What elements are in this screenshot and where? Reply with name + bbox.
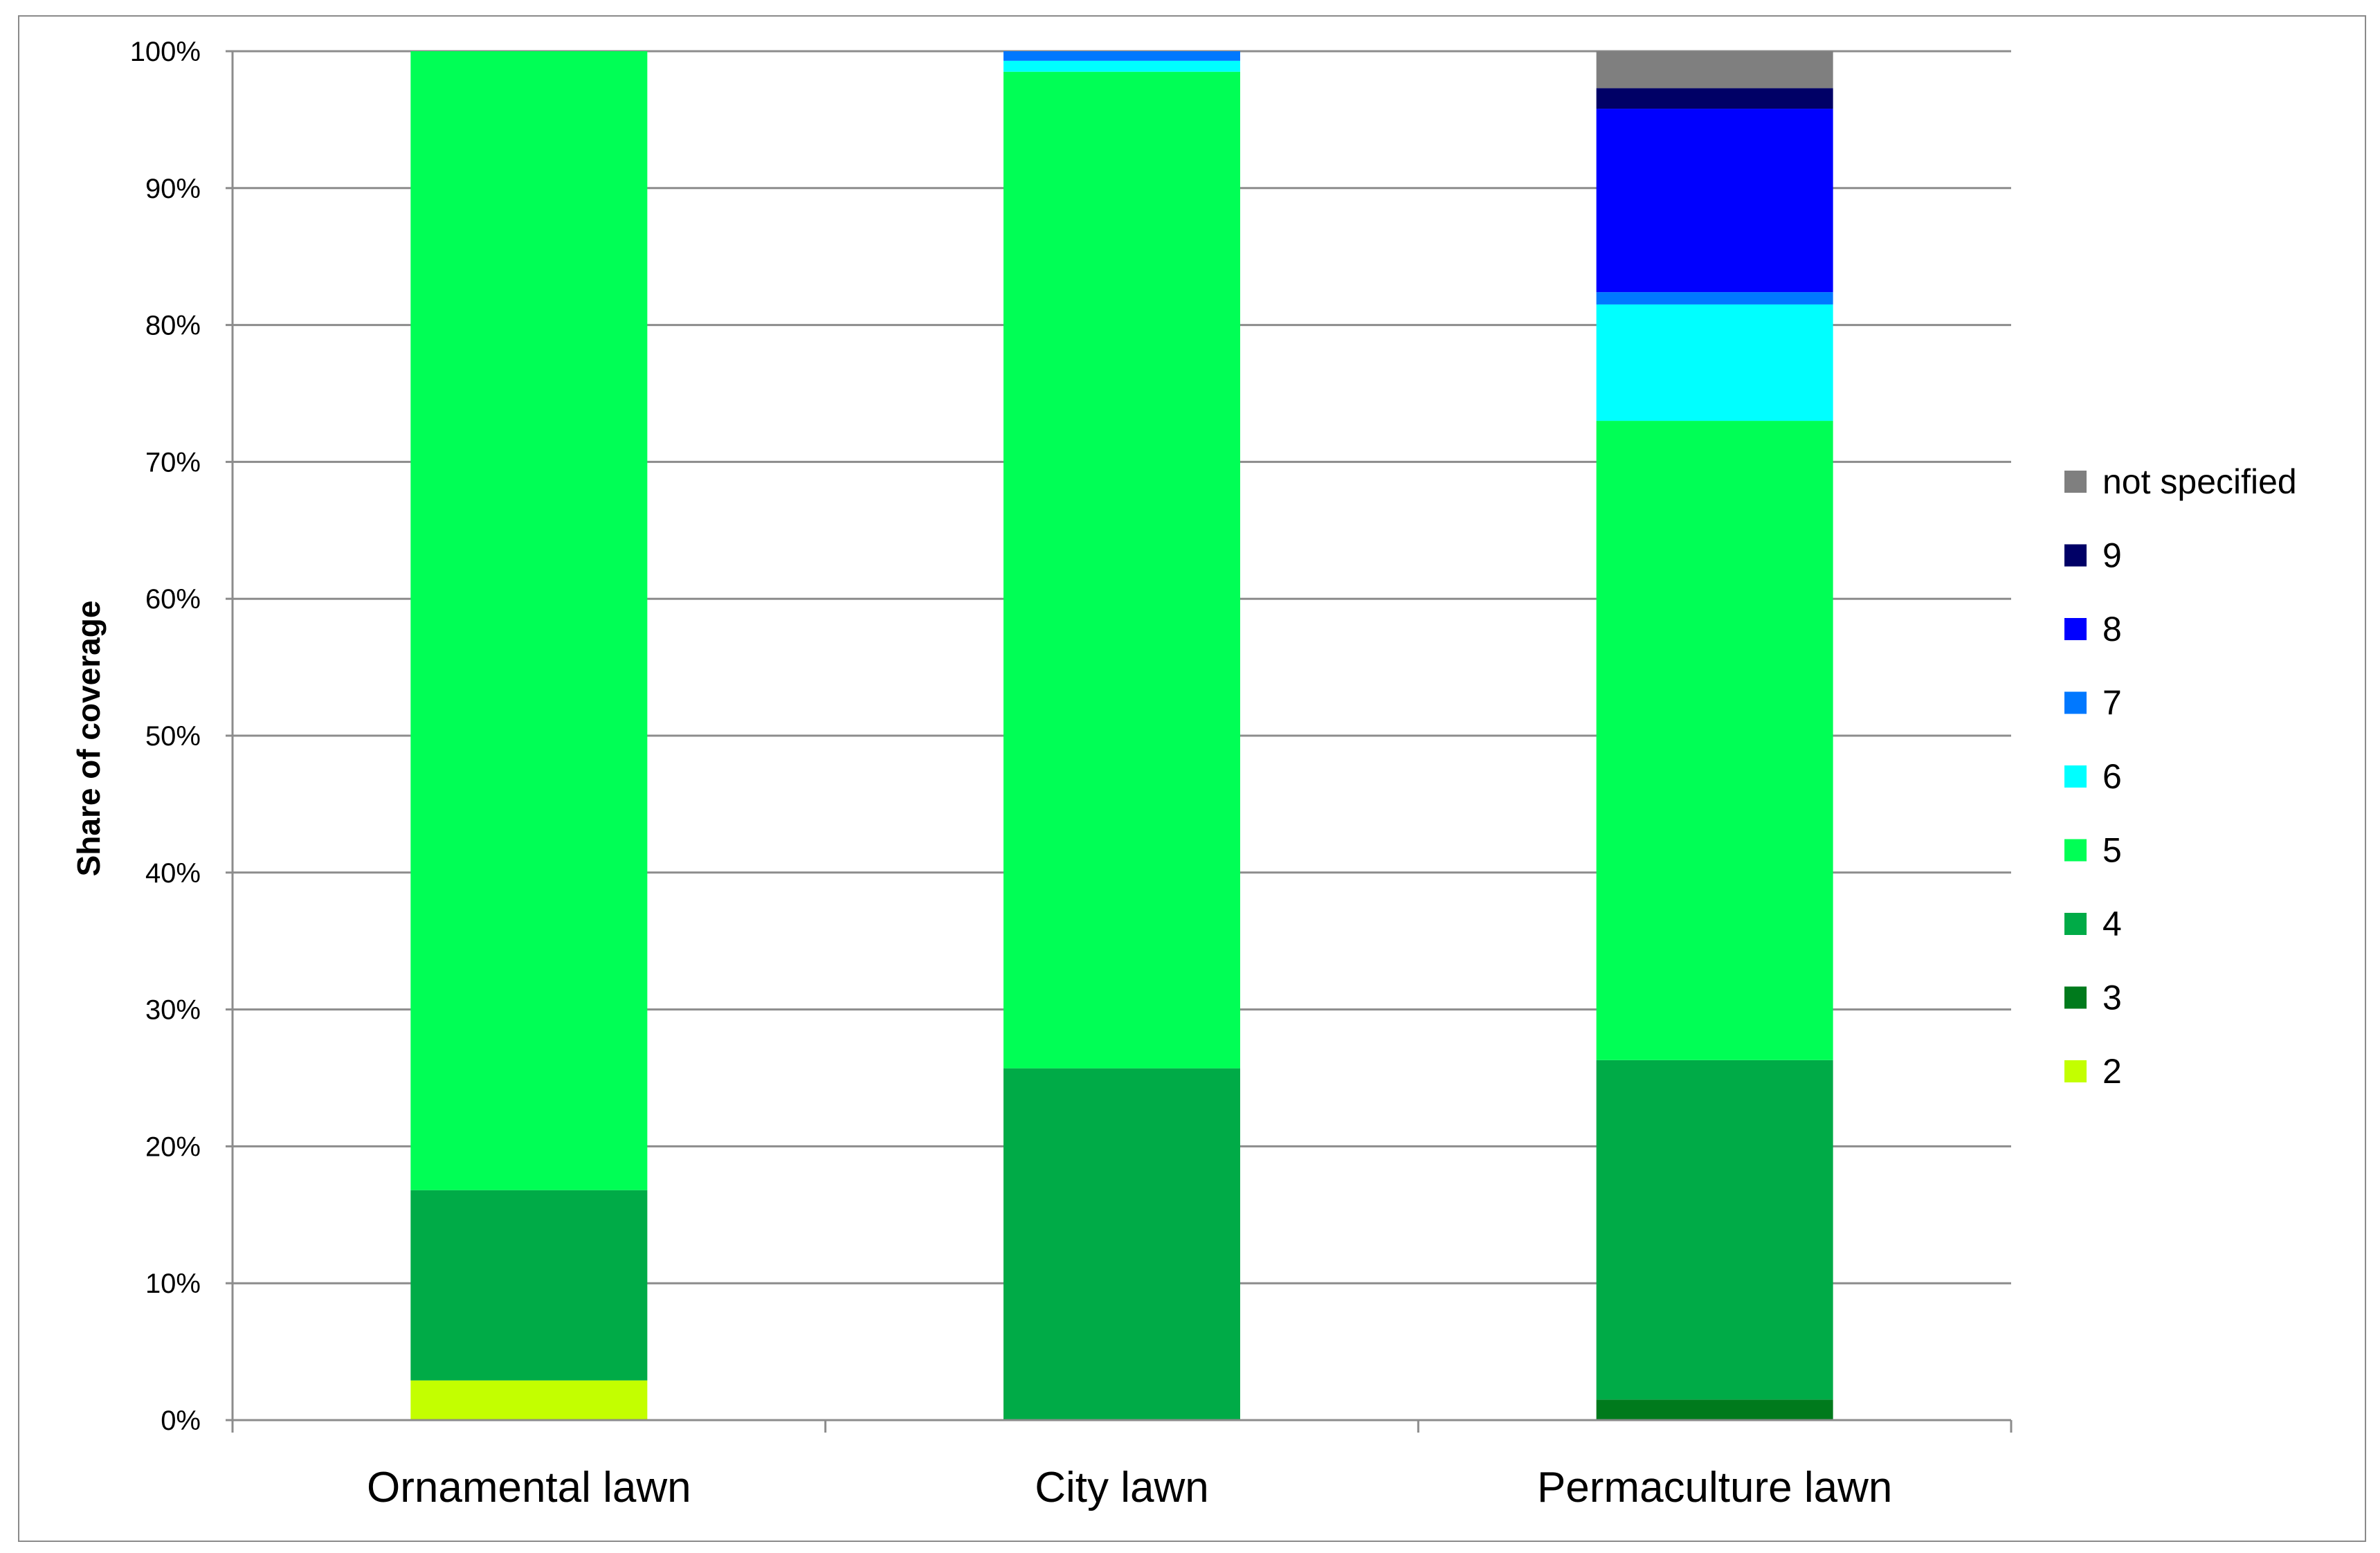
y-tick-label: 0% bbox=[161, 1406, 201, 1436]
x-category-label: Ornamental lawn bbox=[367, 1464, 691, 1511]
legend-swatch bbox=[2064, 839, 2087, 862]
bar-segment bbox=[410, 51, 648, 1190]
bar-segment bbox=[1596, 1060, 1833, 1400]
bar-segment bbox=[1003, 71, 1240, 1069]
bar-segment bbox=[1596, 88, 1833, 109]
legend-entry: 9 bbox=[2102, 536, 2122, 575]
legend-entry: 3 bbox=[2102, 979, 2122, 1017]
legend-swatch bbox=[2064, 691, 2087, 714]
y-tick-label: 70% bbox=[145, 447, 201, 478]
legend: not specified 9 8 7 6 5 4 3 2 bbox=[2064, 462, 2297, 1091]
bar-segment bbox=[1003, 60, 1240, 72]
bar-segment bbox=[1596, 421, 1833, 1060]
legend-swatch bbox=[2064, 471, 2087, 493]
y-tick-label: 90% bbox=[145, 174, 201, 204]
x-category-labels: Ornamental lawn City lawn Permaculture law… bbox=[367, 1464, 1892, 1511]
legend-entry: 7 bbox=[2102, 684, 2122, 723]
legend-swatch bbox=[2064, 765, 2087, 788]
bar-segment bbox=[1596, 292, 1833, 305]
legend-entry: not specified bbox=[2102, 462, 2297, 501]
y-tick-labels: 0% 10% 20% 30% 40% 50% 60% 70% 80% 90% 100% bbox=[130, 37, 201, 1436]
y-tick-label: 80% bbox=[145, 311, 201, 341]
legend-swatch bbox=[2064, 544, 2087, 567]
legend-entry: 6 bbox=[2102, 757, 2122, 796]
axes bbox=[226, 50, 2013, 1433]
bar-segment bbox=[410, 1380, 648, 1420]
x-category-label: Permaculture lawn bbox=[1537, 1464, 1892, 1511]
bar-segment bbox=[1596, 109, 1833, 293]
y-tick-label: 20% bbox=[145, 1132, 201, 1162]
bar-segment bbox=[1003, 51, 1240, 61]
bars bbox=[410, 51, 1833, 1420]
legend-swatch bbox=[2064, 618, 2087, 640]
bar-segment bbox=[1596, 1399, 1833, 1420]
x-category-label: City lawn bbox=[1035, 1464, 1209, 1511]
legend-entry: 8 bbox=[2102, 610, 2122, 648]
bar-segment bbox=[1596, 304, 1833, 421]
legend-swatch bbox=[2064, 986, 2087, 1009]
legend-entry: 4 bbox=[2102, 905, 2122, 943]
legend-entry: 2 bbox=[2102, 1052, 2122, 1091]
legend-entry: 5 bbox=[2102, 831, 2122, 870]
bar-segment bbox=[410, 1190, 648, 1381]
y-tick-label: 100% bbox=[130, 37, 201, 67]
legend-swatch bbox=[2064, 1060, 2087, 1082]
legend-swatch bbox=[2064, 913, 2087, 935]
y-tick-label: 50% bbox=[145, 721, 201, 752]
y-tick-label: 40% bbox=[145, 858, 201, 889]
y-tick-label: 60% bbox=[145, 584, 201, 615]
bar-segment bbox=[1596, 51, 1833, 89]
y-tick-label: 30% bbox=[145, 995, 201, 1026]
bar-segment bbox=[1003, 1068, 1240, 1420]
y-axis-label: Share of coverage bbox=[71, 601, 107, 877]
y-tick-label: 10% bbox=[145, 1269, 201, 1299]
